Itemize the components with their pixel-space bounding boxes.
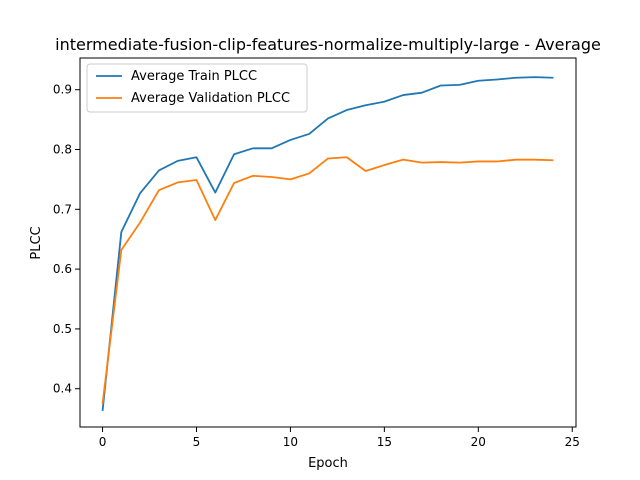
chart-title: intermediate-fusion-clip-features-normal… <box>55 35 601 54</box>
legend: Average Train PLCC Average Validation PLC… <box>86 63 308 113</box>
y-tick-label: 0.5 <box>53 322 72 336</box>
plot-area-frame <box>79 57 577 428</box>
x-tick-label: 5 <box>193 435 201 449</box>
series-layer <box>101 76 554 411</box>
y-tick-label: 0.4 <box>53 382 72 396</box>
x-tick-label: 0 <box>99 435 107 449</box>
y-tick-label: 0.6 <box>53 262 72 276</box>
x-axis-label: Epoch <box>308 456 348 471</box>
y-axis: 0.4 0.5 0.6 0.7 0.8 0.9 <box>53 83 80 396</box>
y-tick-label: 0.9 <box>53 83 72 97</box>
y-axis-label: PLCC <box>29 226 44 259</box>
series-line-validation <box>101 156 554 404</box>
x-tick-label: 25 <box>565 435 580 449</box>
y-tick-label: 0.8 <box>53 143 72 157</box>
x-tick-label: 20 <box>471 435 486 449</box>
legend-label: Average Train PLCC <box>131 69 257 84</box>
series-line-train <box>101 76 554 411</box>
legend-frame <box>86 63 308 113</box>
legend-label: Average Validation PLCC <box>131 91 290 106</box>
y-tick-label: 0.7 <box>53 202 72 216</box>
x-axis: 0 5 10 15 20 25 <box>99 427 580 449</box>
x-tick-label: 15 <box>377 435 392 449</box>
x-tick-label: 10 <box>283 435 298 449</box>
